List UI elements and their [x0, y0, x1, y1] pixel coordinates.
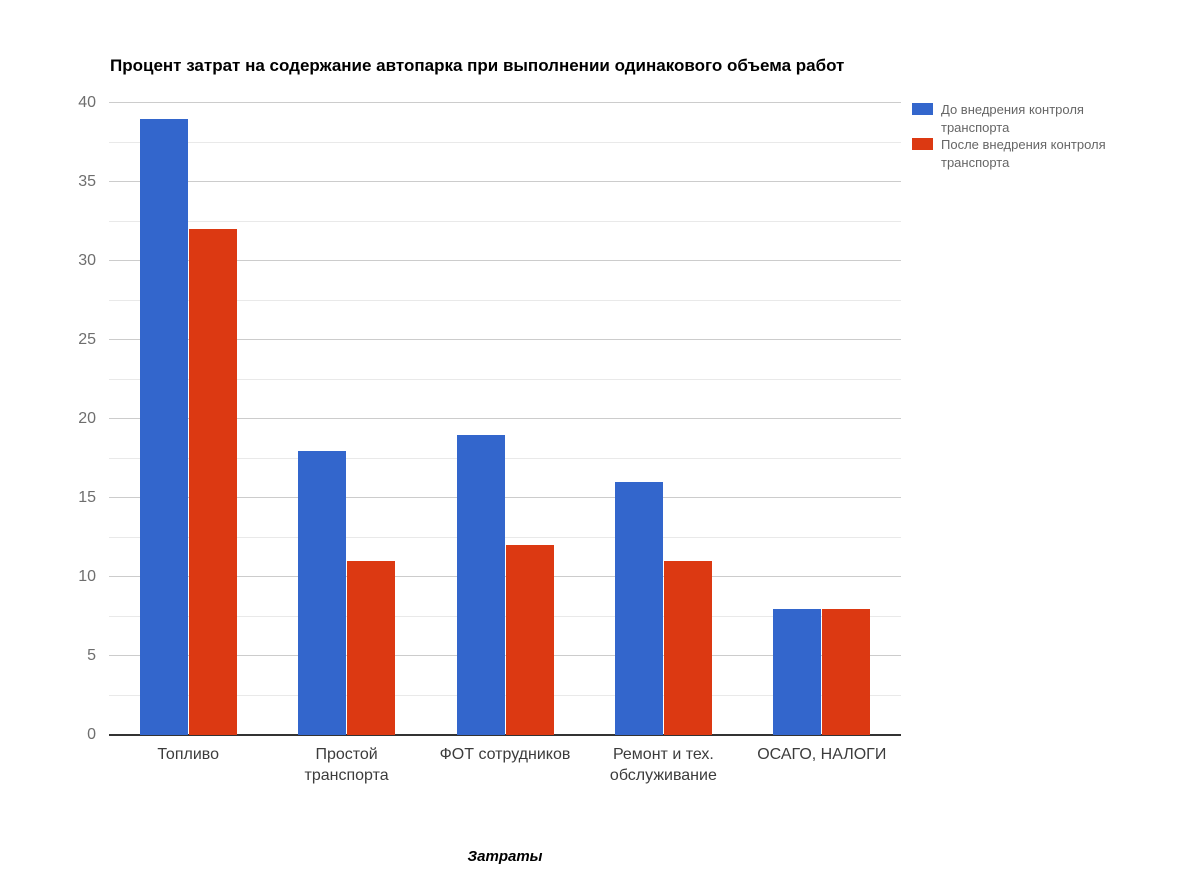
- bar-series-0-cat-1: [298, 450, 347, 735]
- bar-series-0-cat-3: [614, 482, 663, 735]
- legend-item: После внедрения контроля транспорта: [912, 136, 1113, 171]
- bar-series-0-cat-2: [456, 434, 505, 735]
- legend-swatch-icon: [912, 138, 933, 150]
- bar-series-0-cat-0: [139, 118, 188, 735]
- y-tick-label: 15: [78, 489, 96, 506]
- legend: До внедрения контроля транспорта После вне…: [912, 101, 1113, 171]
- bar-series-1-cat-2: [505, 545, 554, 735]
- y-tick-label: 0: [87, 726, 96, 743]
- gridline-minor: [109, 378, 901, 380]
- y-tick-label: 25: [78, 331, 96, 348]
- gridline-major: [109, 102, 901, 103]
- legend-item: До внедрения контроля транспорта: [912, 101, 1113, 136]
- gridline-major: [109, 576, 901, 577]
- gridline-minor: [109, 615, 901, 617]
- gridline-major: [109, 418, 901, 419]
- y-tick-label: 30: [78, 252, 96, 269]
- bar-series-1-cat-1: [347, 561, 396, 735]
- gridline-major: [109, 339, 901, 340]
- category-label: ФОТ сотрудников: [439, 746, 571, 763]
- gridline-major: [109, 181, 901, 182]
- y-tick-label: 35: [78, 173, 96, 190]
- bar-series-0-cat-4: [773, 608, 822, 735]
- y-tick-label: 5: [87, 647, 96, 664]
- category-label: Ремонт и тех. обслуживание: [609, 746, 717, 784]
- gridline-major: [109, 655, 901, 656]
- gridline-minor: [109, 141, 901, 143]
- category-label: Топливо: [157, 746, 219, 763]
- legend-label: До внедрения контроля транспорта: [941, 102, 1084, 135]
- x-axis-title: Затраты: [467, 848, 543, 865]
- chart-title: Процент затрат на содержание автопарка п…: [110, 56, 845, 75]
- legend-label: После внедрения контроля транспорта: [941, 137, 1106, 170]
- category-label: Простой транспорта: [304, 746, 389, 784]
- gridline-minor: [109, 299, 901, 301]
- gridline-major: [109, 260, 901, 261]
- gridline-minor: [109, 457, 901, 459]
- y-tick-label: 40: [78, 94, 96, 111]
- gridline-minor: [109, 694, 901, 696]
- gridline-minor: [109, 220, 901, 222]
- gridline-major: [109, 497, 901, 498]
- plot-area: [109, 102, 901, 736]
- legend-swatch-icon: [912, 103, 933, 115]
- y-tick-label: 20: [78, 410, 96, 427]
- bar-series-1-cat-3: [663, 561, 712, 735]
- gridline-minor: [109, 536, 901, 538]
- bar-series-1-cat-4: [822, 608, 871, 735]
- category-label: ОСАГО, НАЛОГИ: [757, 746, 887, 763]
- x-axis-baseline: [109, 734, 901, 736]
- bar-series-1-cat-0: [188, 229, 237, 735]
- y-tick-label: 10: [78, 568, 96, 585]
